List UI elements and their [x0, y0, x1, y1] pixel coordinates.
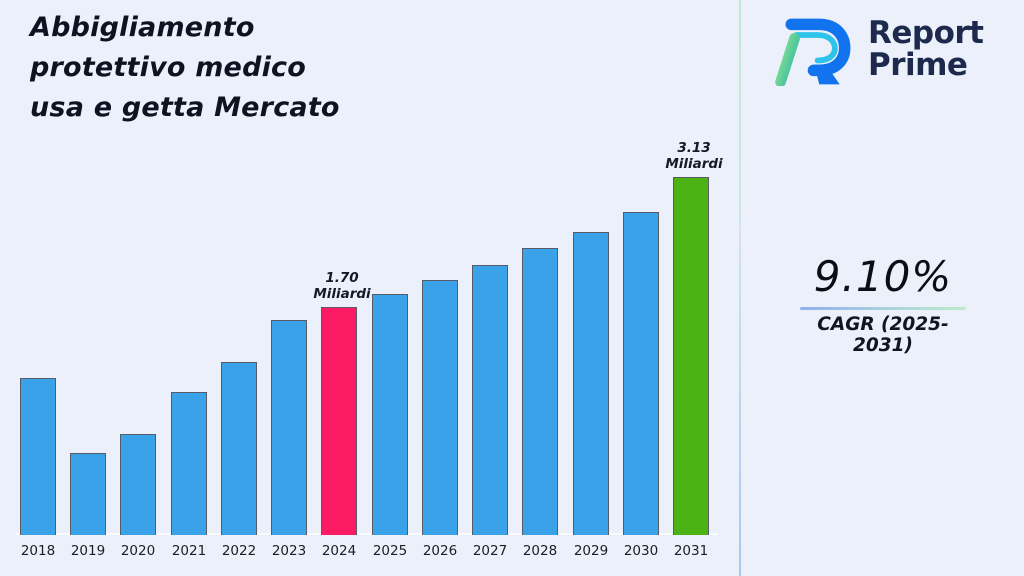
- x-tick-2023: 2023: [271, 543, 307, 559]
- bar-2031: [673, 177, 709, 535]
- x-tick-2028: 2028: [522, 543, 558, 559]
- x-tick-2019: 2019: [70, 543, 106, 559]
- bar-2025: [372, 294, 408, 535]
- brand-logo: Report Prime: [768, 12, 984, 86]
- x-tick-2029: 2029: [573, 543, 609, 559]
- x-tick-2024: 2024: [321, 543, 357, 559]
- vertical-divider: [739, 0, 741, 576]
- x-tick-2022: 2022: [221, 543, 257, 559]
- brand-name-line1: Report: [868, 15, 984, 51]
- bar-2019: [70, 453, 106, 535]
- x-tick-2020: 2020: [120, 543, 156, 559]
- bar-2028: [522, 248, 558, 535]
- x-tick-2018: 2018: [20, 543, 56, 559]
- cagr-value: 9.10%: [813, 252, 953, 301]
- bar-2029: [573, 232, 609, 535]
- report-prime-logo-icon: [775, 18, 851, 86]
- x-tick-2027: 2027: [472, 543, 508, 559]
- bar-2018: [20, 378, 56, 535]
- bar-2023: [271, 320, 307, 535]
- page-title: Abbigliamento protettivo medico usa e ge…: [30, 12, 340, 123]
- bar-2030: [623, 212, 659, 535]
- cagr-underline: [800, 307, 966, 310]
- cagr-label: CAGR (2025-2031): [817, 314, 949, 356]
- bar-2026: [422, 280, 458, 535]
- bar-2027: [472, 265, 508, 535]
- brand-name-line2: Prime: [868, 47, 968, 83]
- x-axis-baseline: [16, 533, 718, 535]
- x-tick-2021: 2021: [171, 543, 207, 559]
- bar-2022: [221, 362, 257, 535]
- x-tick-2030: 2030: [623, 543, 659, 559]
- bar-2020: [120, 434, 156, 535]
- bar-2024: [321, 307, 357, 535]
- cagr-panel: 9.10% CAGR (2025-2031): [800, 252, 966, 356]
- brand-name: Report Prime: [868, 17, 984, 81]
- bar-2021: [171, 392, 207, 535]
- x-tick-2026: 2026: [422, 543, 458, 559]
- x-tick-2031: 2031: [673, 543, 709, 559]
- data-label-2024: 1.70 Miliardi: [313, 270, 371, 302]
- x-tick-2025: 2025: [372, 543, 408, 559]
- bar-chart: 2018 2019 2020 2021 2022 2023 2024 1.70 Miliardi…: [16, 140, 723, 559]
- data-label-2031: 3.13 Miliardi: [665, 140, 723, 172]
